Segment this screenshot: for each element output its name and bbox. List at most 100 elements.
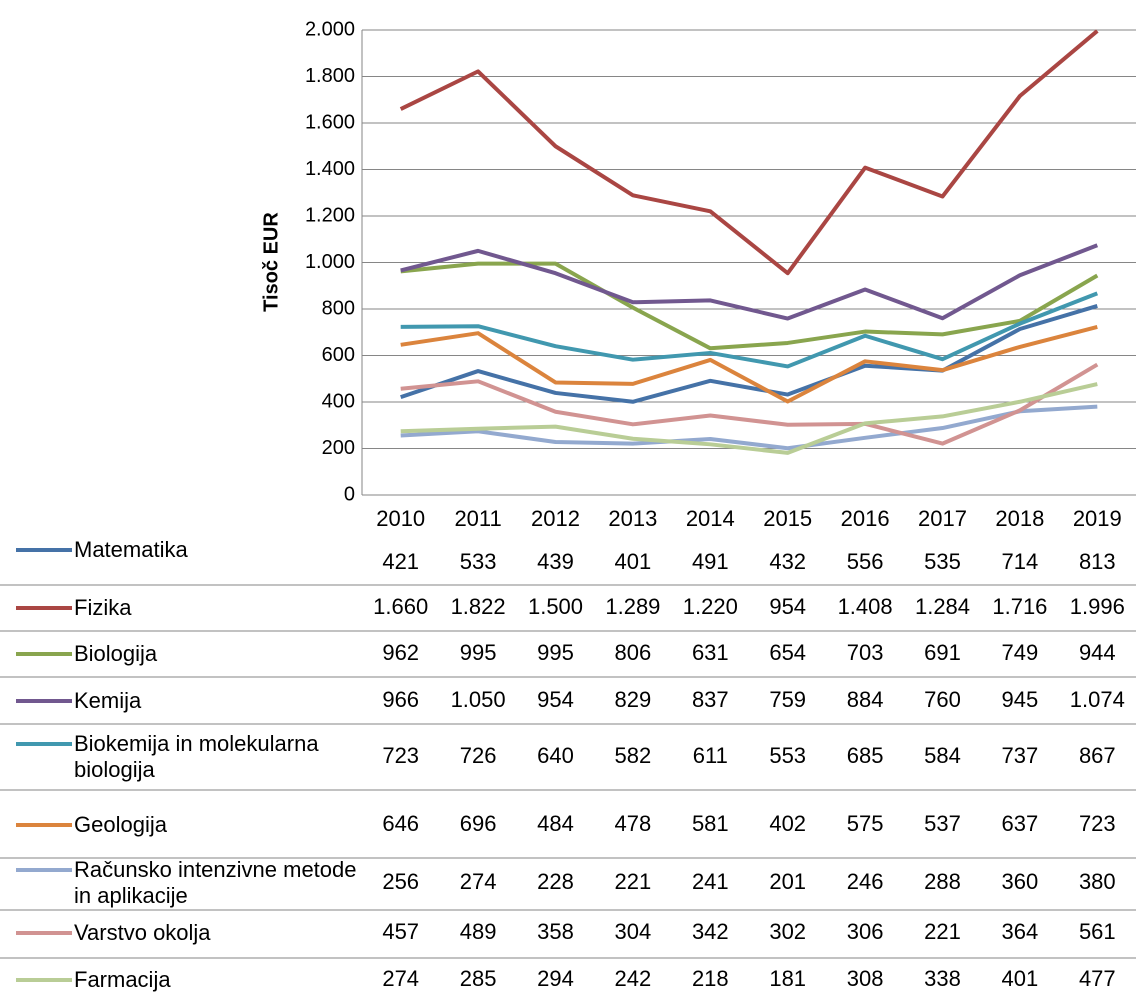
table-value: 806 [615,640,652,665]
x-tick-label: 2018 [995,506,1044,531]
table-value: 1.408 [838,594,893,619]
table-value: 954 [537,687,574,712]
table-value: 533 [460,549,497,574]
x-tick-label: 2010 [376,506,425,531]
y-tick-label: 2.000 [305,18,355,40]
legend-label: Farmacija [74,967,171,992]
table-value: 1.220 [683,594,738,619]
series-line [400,304,1098,404]
y-tick-label: 400 [322,390,355,412]
table-value: 723 [1079,811,1116,836]
table-value: 995 [460,640,497,665]
table-value: 221 [924,919,961,944]
table-value: 402 [769,811,806,836]
table-value: 654 [769,640,806,665]
table-value: 256 [382,869,419,894]
table-value: 489 [460,919,497,944]
y-tick-label: 0 [344,483,355,505]
x-tick-label: 2013 [608,506,657,531]
x-tick-label: 2019 [1073,506,1122,531]
table-value: 308 [847,966,884,991]
table-value: 364 [1002,919,1039,944]
table-value: 401 [1002,966,1039,991]
table-value: 829 [615,687,652,712]
table-value: 685 [847,743,884,768]
x-tick-label: 2012 [531,506,580,531]
table-value: 1.050 [451,687,506,712]
table-value: 726 [460,743,497,768]
table-value: 691 [924,640,961,665]
table-value: 274 [460,869,497,894]
table-value: 484 [537,811,574,836]
table-value: 274 [382,966,419,991]
table-value: 285 [460,966,497,991]
y-tick-label: 600 [322,344,355,366]
series-line [400,362,1099,446]
table-value: 714 [1002,549,1039,574]
table-value: 760 [924,687,961,712]
table-value: 221 [615,869,652,894]
x-tick-label: 2017 [918,506,967,531]
table-value: 302 [769,919,806,944]
table-value: 995 [537,640,574,665]
legend-label: Fizika [74,595,132,620]
table-value: 867 [1079,743,1116,768]
table-value: 241 [692,869,729,894]
table-value: 637 [1002,811,1039,836]
x-tick-label: 2014 [686,506,735,531]
table-value: 581 [692,811,729,836]
table-value: 401 [615,549,652,574]
legend-label: Geologija [74,812,167,837]
table-value: 1.284 [915,594,970,619]
table-value: 884 [847,687,884,712]
series-line [400,382,1098,455]
table-value: 306 [847,919,884,944]
table-value: 491 [692,549,729,574]
table-value: 631 [692,640,729,665]
table-value: 537 [924,811,961,836]
table-value: 342 [692,919,729,944]
table-value: 575 [847,811,884,836]
table-value: 358 [537,919,574,944]
table-value: 584 [924,743,961,768]
table-value: 201 [769,869,806,894]
legend-label: Matematika [74,537,188,562]
table-value: 759 [769,687,806,712]
table-value: 646 [382,811,419,836]
table-value: 535 [924,549,961,574]
y-tick-label: 1.000 [305,251,355,273]
table-value: 242 [615,966,652,991]
table-value: 703 [847,640,884,665]
table-value: 966 [382,687,419,712]
table-value: 380 [1079,869,1116,894]
table-value: 1.660 [373,594,428,619]
table-value: 1.500 [528,594,583,619]
table-value: 421 [382,549,419,574]
table-value: 611 [693,743,728,768]
x-tick-label: 2015 [763,506,812,531]
x-tick-label: 2016 [841,506,890,531]
table-value: 582 [615,743,652,768]
table-value: 304 [615,919,652,944]
y-axis-label: Tisoč EUR [260,212,282,312]
table-value: 954 [769,594,806,619]
series-line [399,29,1099,276]
table-value: 553 [769,743,806,768]
x-tick-label: 2011 [454,506,501,531]
table-value: 288 [924,869,961,894]
table-value: 1.074 [1070,687,1125,712]
table-value: 813 [1079,549,1116,574]
series-line [400,243,1099,321]
table-value: 737 [1002,743,1039,768]
legend-label: Varstvo okolja [74,920,211,945]
y-tick-label: 1.800 [305,65,355,87]
table-value: 457 [382,919,419,944]
legend-label: Biokemija in molekularna biologija [74,731,319,782]
legend-label: Računsko intenzivne metode in aplikacije [74,857,357,908]
table-value: 837 [692,687,729,712]
table-value: 432 [769,549,806,574]
table-value: 218 [692,966,729,991]
legend-label: Biologija [74,641,158,666]
